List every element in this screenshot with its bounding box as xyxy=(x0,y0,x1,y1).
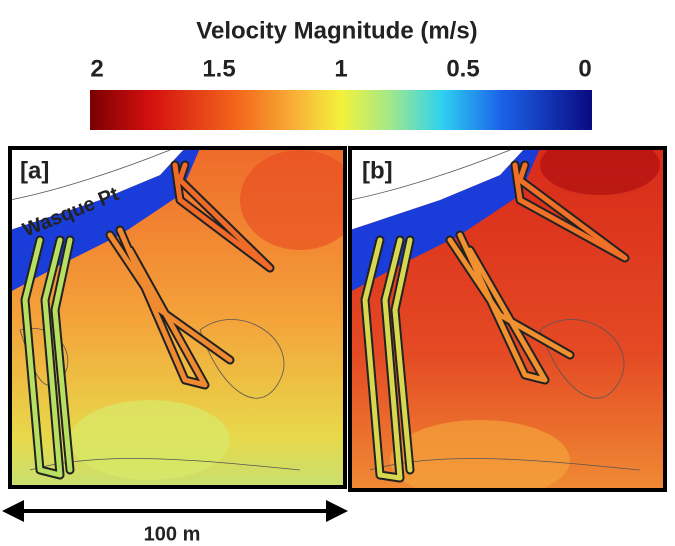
panel-a-map xyxy=(10,148,360,487)
panel-label: [a] xyxy=(20,157,49,184)
colorbar-tick-label: 0 xyxy=(578,55,591,82)
colorbar xyxy=(90,90,592,130)
colorbar-tick-label: 1 xyxy=(334,55,347,82)
figure: Velocity Magnitude (m/s) 21.510.50 [a] W… xyxy=(0,0,675,546)
colorbar-title: Velocity Magnitude (m/s) xyxy=(196,17,477,44)
scale-label: 100 m xyxy=(144,523,201,545)
colorbar-tick-label: 1.5 xyxy=(202,55,235,82)
panel-label: [b] xyxy=(362,157,393,184)
colorbar-tick-label: 0.5 xyxy=(446,55,479,82)
scale-bar xyxy=(2,500,348,522)
colorbar-tick-label: 2 xyxy=(90,55,103,82)
panel-b-map xyxy=(350,135,665,500)
